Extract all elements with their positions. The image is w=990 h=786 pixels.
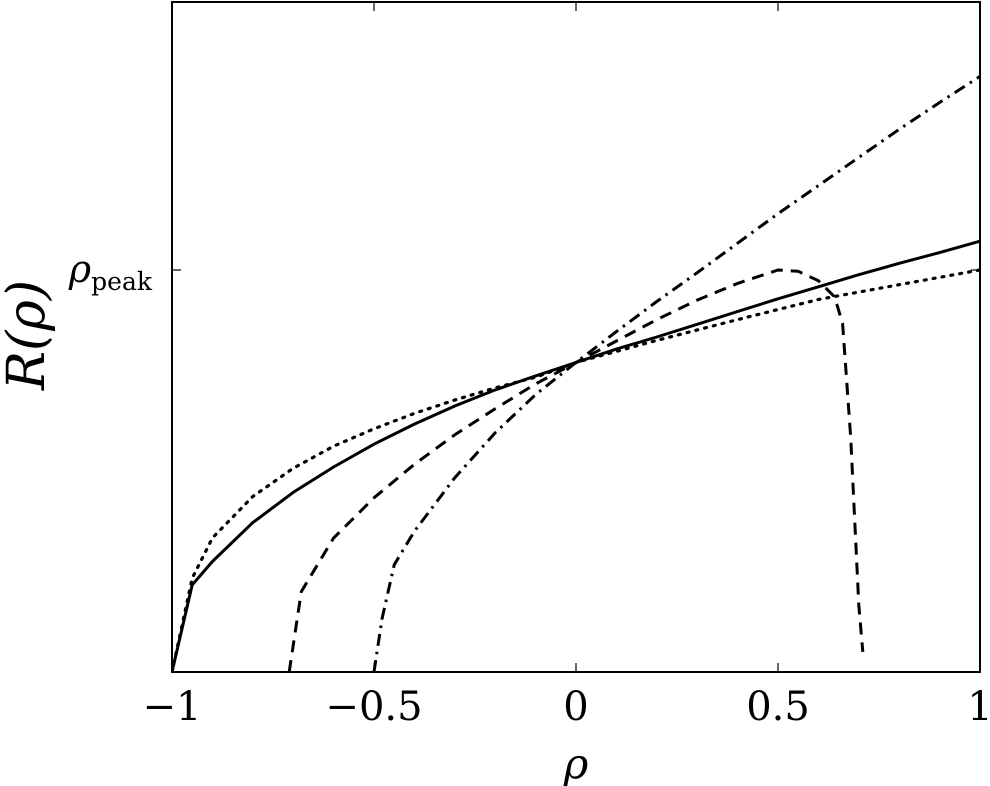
plot-frame bbox=[171, 1, 981, 673]
series-line-dashed bbox=[287, 268, 865, 672]
x-tick-label: 1 bbox=[967, 684, 990, 730]
x-tick-label: 0 bbox=[563, 684, 588, 730]
x-tick-label: −0.5 bbox=[325, 684, 422, 730]
y-axis-title: R(ρ) bbox=[0, 280, 57, 391]
series-line-dashdot bbox=[372, 75, 980, 672]
x-tick-label: 0.5 bbox=[746, 684, 810, 730]
y-tick-label-rho-peak: ρpeak bbox=[68, 247, 153, 296]
series-line-dotted bbox=[172, 268, 980, 672]
tick-layer: −1 −0.5 0 0.5 1 ρpeak bbox=[68, 2, 990, 730]
x-tick-label: −1 bbox=[143, 684, 202, 730]
series-layer bbox=[172, 75, 980, 672]
x-axis-title: ρ bbox=[563, 739, 589, 786]
